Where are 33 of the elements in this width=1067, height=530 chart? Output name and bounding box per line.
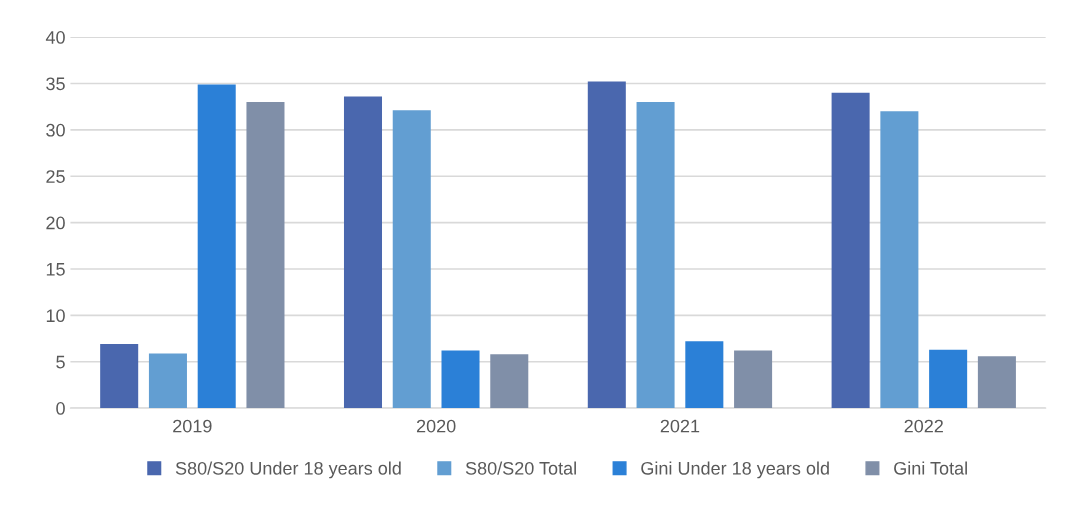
y-tick-label: 5 xyxy=(56,355,65,369)
bar xyxy=(734,350,773,409)
y-tick-label: 25 xyxy=(46,170,65,183)
legend-label: Gini Under 18 years old xyxy=(641,461,829,479)
bar xyxy=(490,354,529,409)
y-tick-label: 0 xyxy=(56,402,65,415)
x-tick-label: 2020 xyxy=(416,419,456,433)
bar xyxy=(977,356,1016,409)
bar xyxy=(831,92,870,409)
y-tick-label: 30 xyxy=(46,123,65,137)
bar xyxy=(197,84,236,409)
bar xyxy=(929,349,968,409)
y-tick-label: 10 xyxy=(46,309,65,323)
bar xyxy=(100,344,139,409)
y-tick-label: 20 xyxy=(46,216,65,230)
legend-label: S80/S20 Under 18 years old xyxy=(175,461,401,479)
legend-label: S80/S20 Total xyxy=(465,461,576,475)
y-tick-label: 40 xyxy=(45,31,65,44)
bar xyxy=(636,102,675,409)
legend-label: Gini Total xyxy=(894,461,967,475)
x-tick-label: 2022 xyxy=(904,419,943,433)
bar xyxy=(587,81,626,409)
y-tick-label: 15 xyxy=(46,263,65,276)
bar xyxy=(148,353,187,409)
bar xyxy=(246,102,285,409)
bar xyxy=(441,350,480,409)
x-tick-label: 2021 xyxy=(660,419,700,433)
bar xyxy=(343,96,383,409)
y-tick-label: 35 xyxy=(46,77,65,91)
x-tick-label: 2019 xyxy=(173,419,212,433)
bar xyxy=(392,110,431,409)
bar xyxy=(685,341,724,409)
bar xyxy=(880,111,919,409)
